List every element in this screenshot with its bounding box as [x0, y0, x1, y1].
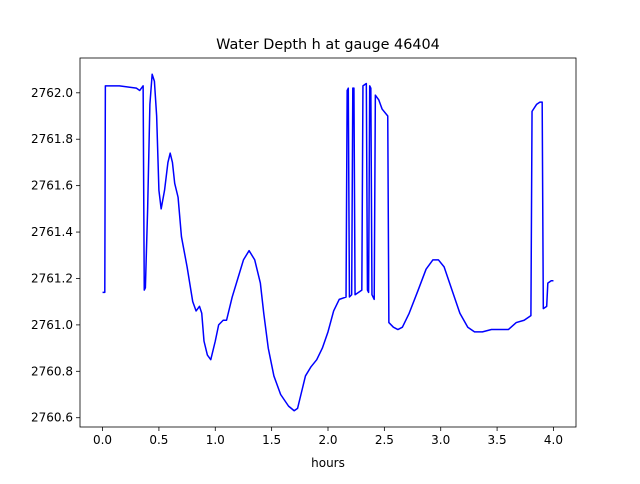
x-tick-label: 0.0 — [93, 433, 112, 447]
x-tick-label: 2.0 — [318, 433, 337, 447]
y-tick-label: 2761.8 — [31, 132, 73, 146]
x-axis-label: hours — [311, 456, 345, 470]
x-tick-label: 1.0 — [206, 433, 225, 447]
y-tick-label: 2761.2 — [31, 271, 73, 285]
x-tick-label: 0.5 — [149, 433, 168, 447]
x-tick-label: 4.0 — [544, 433, 563, 447]
x-tick-label: 2.5 — [375, 433, 394, 447]
y-tick-label: 2762.0 — [31, 86, 73, 100]
plot-layer — [80, 58, 576, 427]
plot-area — [80, 58, 576, 427]
x-tick-label: 1.5 — [262, 433, 281, 447]
y-tick-label: 2761.0 — [31, 318, 73, 332]
chart-title: Water Depth h at gauge 46404 — [216, 37, 440, 53]
x-tick-label: 3.5 — [488, 433, 507, 447]
axes-layer: 0.0 0.5 1.0 1.5 2.0 2.5 3.0 3.5 4.0 2760.6 2760.8 2… — [31, 57, 577, 447]
y-tick-label: 2761.6 — [31, 179, 73, 193]
series-line — [102, 73, 554, 412]
y-tick-label: 2761.4 — [31, 225, 73, 239]
y-tick-label: 2760.8 — [31, 364, 73, 378]
y-tick-label: 2760.6 — [31, 411, 73, 425]
x-tick-label: 3.0 — [431, 433, 450, 447]
